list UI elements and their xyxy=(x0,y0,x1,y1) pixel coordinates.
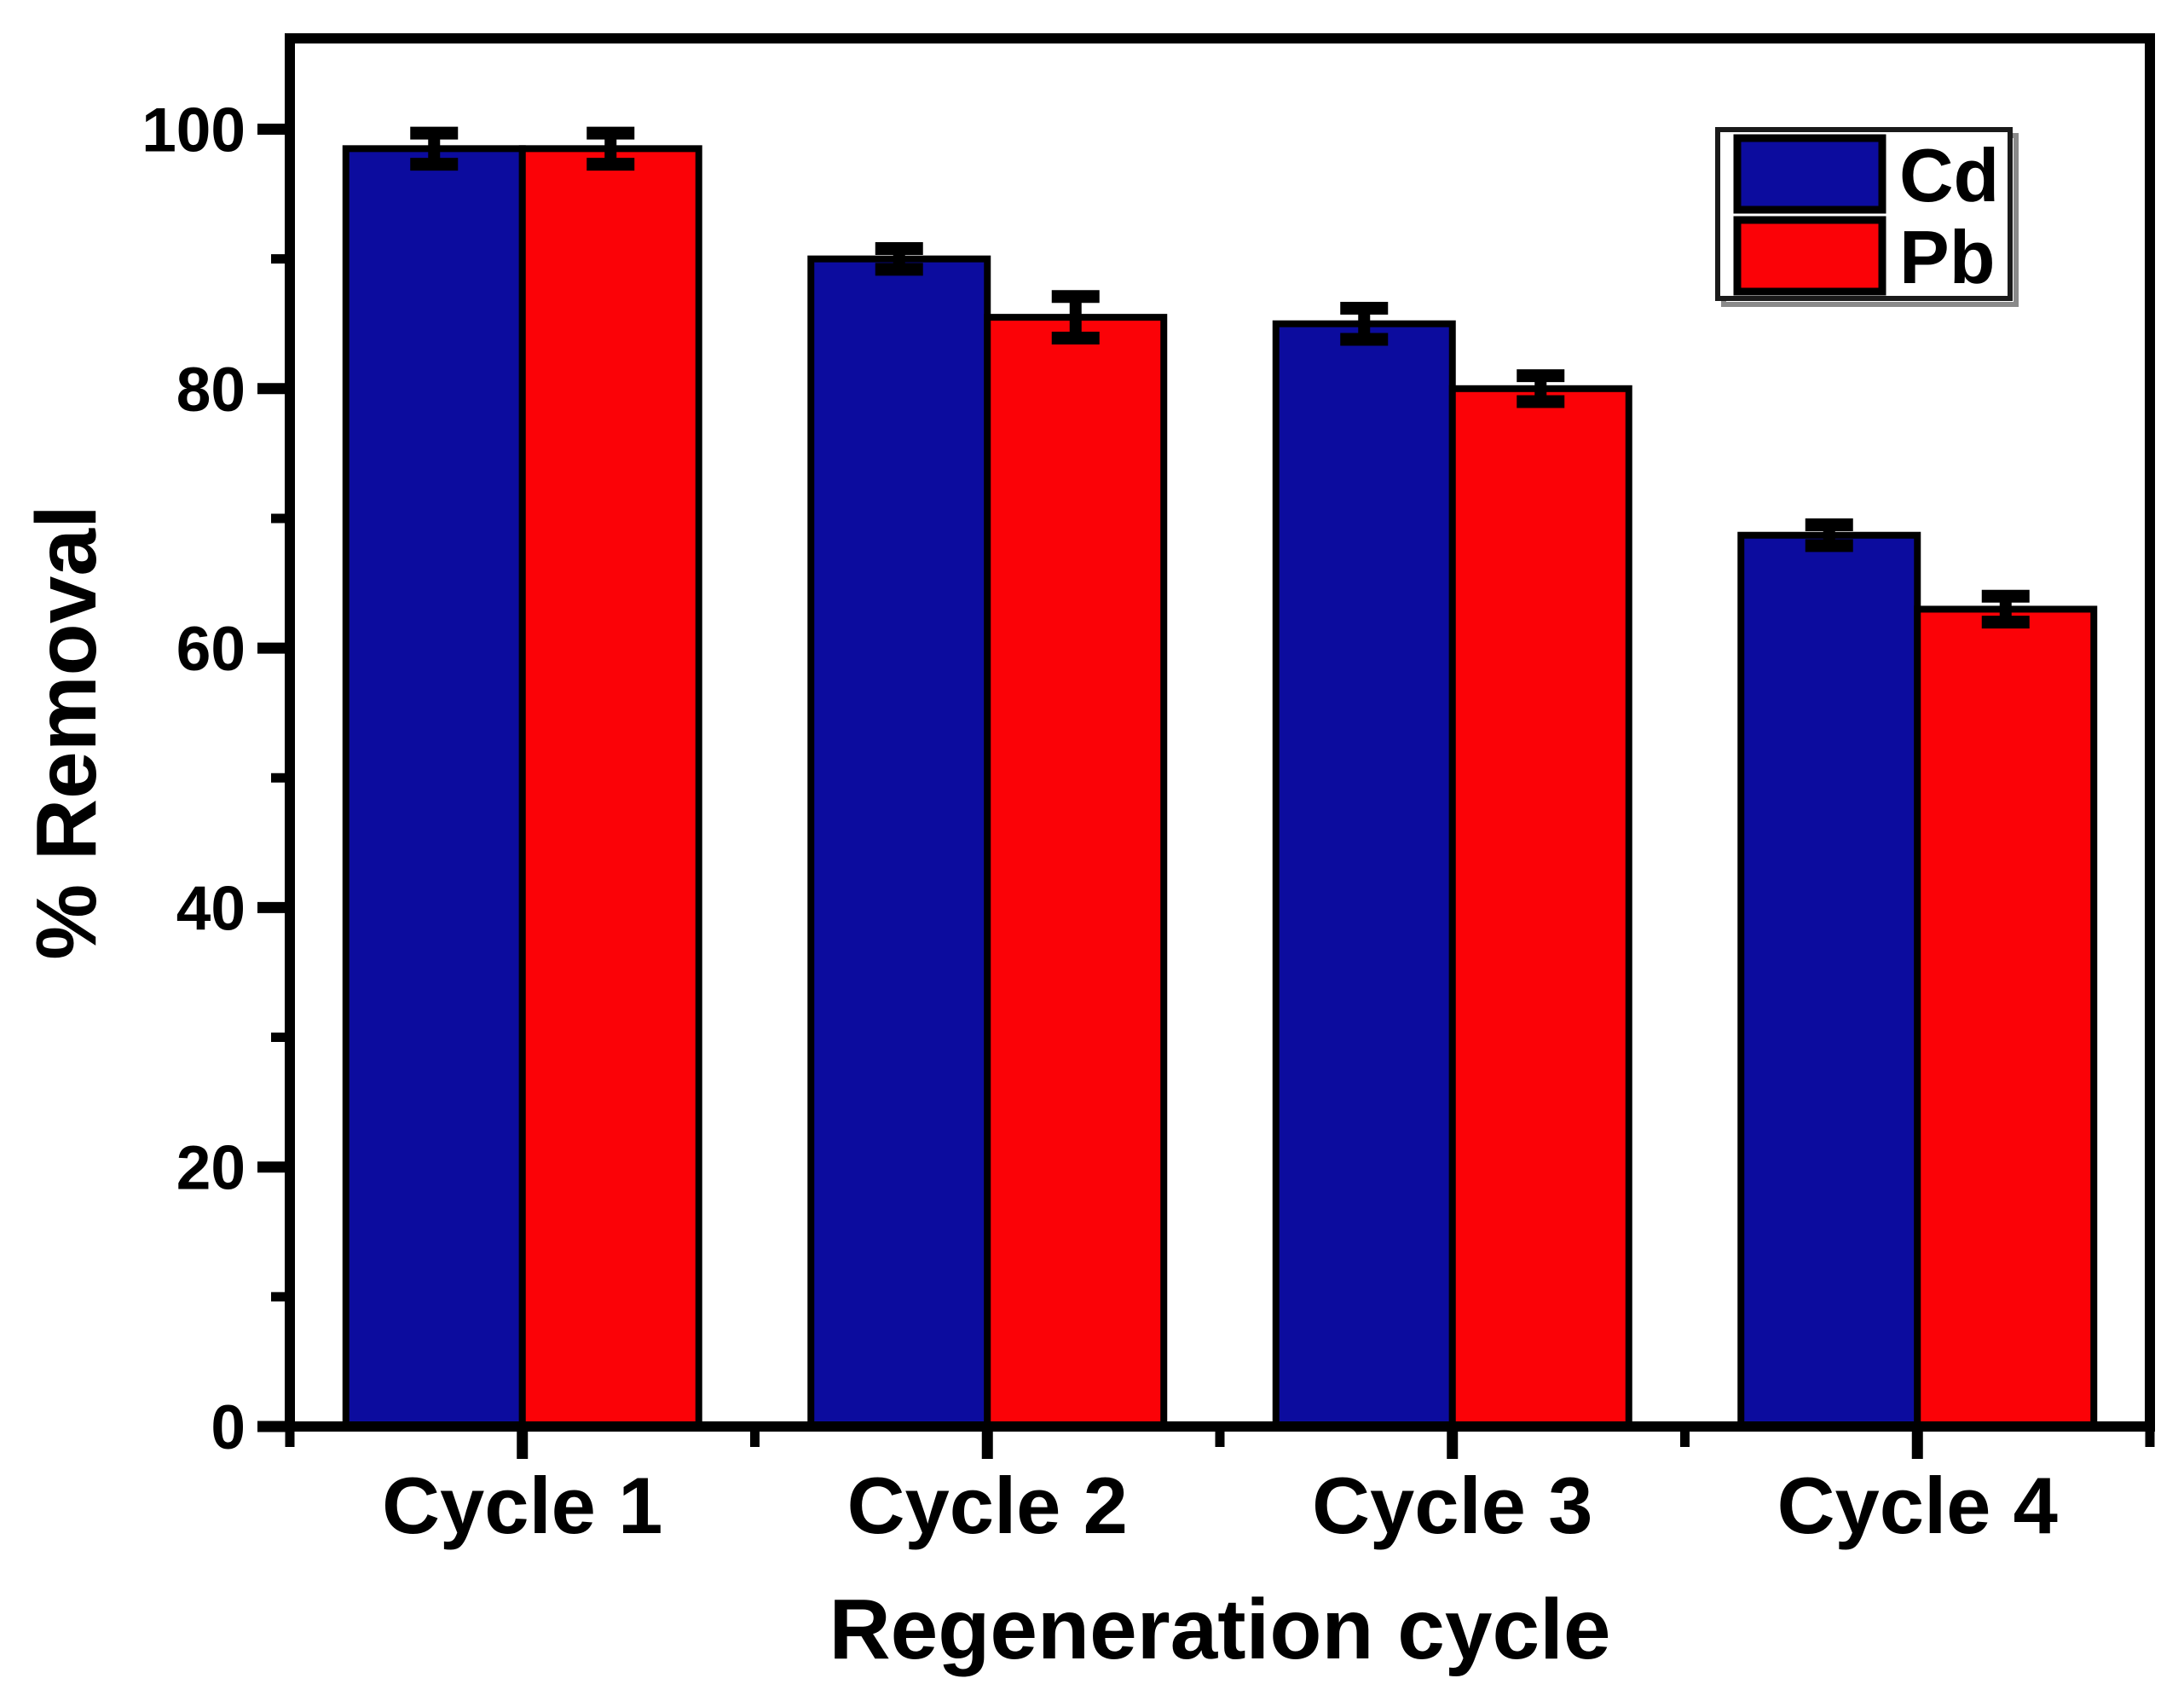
x-tick-label-3: Cycle 3 xyxy=(1312,1461,1592,1550)
legend-label-cd: Cd xyxy=(1899,133,1999,217)
bar-pb-2 xyxy=(984,314,1168,1431)
error-bars-group xyxy=(410,126,2030,629)
bars-group xyxy=(342,145,2098,1431)
error-bar-cd-3 xyxy=(1340,301,1389,346)
y-tick-label-40: 40 xyxy=(176,874,246,943)
ticks-group xyxy=(257,124,2155,1459)
error-bar-pb-2 xyxy=(1051,290,1100,344)
error-bar-pb-3 xyxy=(1517,369,1565,408)
bar-cd-3 xyxy=(1272,320,1456,1430)
x-tick-label-4: Cycle 4 xyxy=(1777,1461,2058,1550)
error-bar-pb-1 xyxy=(586,126,635,171)
y-tick-label-20: 20 xyxy=(176,1134,246,1203)
y-tick-label-0: 0 xyxy=(211,1393,246,1462)
x-tick-label-2: Cycle 2 xyxy=(847,1461,1128,1550)
error-bar-cd-1 xyxy=(410,126,459,171)
x-axis-title: Regeneration cycle xyxy=(829,1582,1610,1677)
legend-swatch-cd xyxy=(1733,134,1886,214)
legend-label-pb: Pb xyxy=(1899,215,1995,299)
bar-pb-1 xyxy=(518,145,702,1430)
legend-item-cd: Cd xyxy=(1733,133,1999,217)
y-tick-label-100: 100 xyxy=(142,96,246,165)
error-bar-cd-4 xyxy=(1805,518,1853,553)
bar-cd-2 xyxy=(807,255,991,1431)
legend-swatch-pb xyxy=(1733,216,1886,296)
y-tick-label-60: 60 xyxy=(176,615,246,684)
x-tick-label-1: Cycle 1 xyxy=(382,1461,662,1550)
bar-pb-3 xyxy=(1448,385,1632,1431)
error-bar-cd-2 xyxy=(875,241,923,276)
bar-cd-4 xyxy=(1737,531,1921,1431)
bar-cd-1 xyxy=(342,145,526,1430)
error-bar-pb-4 xyxy=(1981,589,2030,629)
tick-labels-group: 0 20 40 60 80 100 Cycle 1 Cycle 2 Cycle 3 Cycle 4 xyxy=(142,96,2058,1550)
y-axis-title: % Removal xyxy=(19,505,114,960)
legend-item-pb: Pb xyxy=(1733,215,1995,299)
bar-pb-4 xyxy=(1914,605,2098,1430)
y-tick-label-80: 80 xyxy=(176,356,246,425)
